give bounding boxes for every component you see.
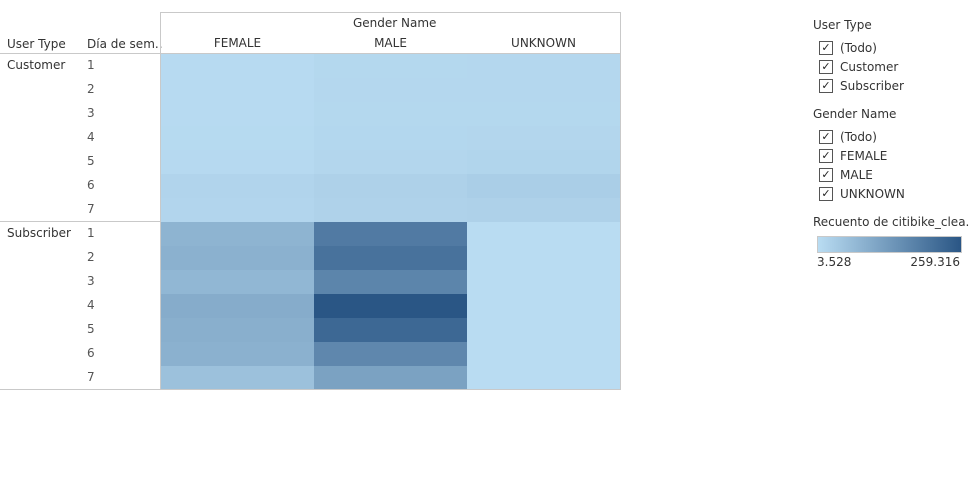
filter-title-gender-name: Gender Name — [813, 107, 897, 121]
checkbox-checked-icon[interactable]: ✓ — [819, 168, 833, 182]
checkbox-checked-icon[interactable]: ✓ — [819, 130, 833, 144]
row-label: 3 — [87, 274, 95, 288]
heatmap-cell[interactable] — [161, 126, 314, 150]
checkbox-checked-icon[interactable]: ✓ — [819, 79, 833, 93]
filter-item-label: Subscriber — [840, 79, 904, 93]
header-top-line — [161, 12, 621, 13]
heatmap-cell[interactable] — [314, 294, 467, 318]
heatmap — [161, 54, 620, 389]
filter-item-label: Customer — [840, 60, 899, 74]
table-right-line — [620, 12, 621, 390]
row-label: 4 — [87, 130, 95, 144]
row-label: 7 — [87, 370, 95, 384]
heatmap-cell[interactable] — [467, 150, 620, 174]
heatmap-cell[interactable] — [161, 222, 314, 246]
filter-item-label: (Todo) — [840, 41, 877, 55]
heatmap-cell[interactable] — [467, 318, 620, 342]
filter-item-label: MALE — [840, 168, 873, 182]
heatmap-cell[interactable] — [467, 198, 620, 222]
row-label: 6 — [87, 178, 95, 192]
heatmap-cell[interactable] — [467, 270, 620, 294]
filter-item-label: FEMALE — [840, 149, 888, 163]
column-header-male: MALE — [374, 36, 407, 50]
column-header-female: FEMALE — [213, 36, 262, 50]
heatmap-cell[interactable] — [161, 78, 314, 102]
heatmap-cell[interactable] — [161, 198, 314, 222]
checkbox-checked-icon[interactable]: ✓ — [819, 149, 833, 163]
heatmap-cell[interactable] — [314, 54, 467, 78]
checkbox-checked-icon[interactable]: ✓ — [819, 41, 833, 55]
heatmap-cell[interactable] — [161, 174, 314, 198]
row-header-day: Día de sem.. — [87, 37, 163, 51]
filter-title-user-type: User Type — [813, 18, 872, 32]
heatmap-cell[interactable] — [314, 366, 467, 389]
heatmap-cell[interactable] — [467, 78, 620, 102]
row-group-customer: Customer — [7, 58, 66, 72]
heatmap-cell[interactable] — [467, 174, 620, 198]
heatmap-cell[interactable] — [161, 294, 314, 318]
row-label: 5 — [87, 154, 95, 168]
heatmap-cell[interactable] — [467, 222, 620, 246]
row-label: 4 — [87, 298, 95, 312]
heatmap-cell[interactable] — [314, 222, 467, 246]
heatmap-cell[interactable] — [467, 366, 620, 389]
row-label: 3 — [87, 106, 95, 120]
header-bottom-line — [0, 53, 621, 54]
row-label: 2 — [87, 82, 95, 96]
heatmap-cell[interactable] — [467, 126, 620, 150]
heatmap-cell[interactable] — [314, 102, 467, 126]
legend-title: Recuento de citibike_clea.. — [813, 215, 969, 229]
row-label: 7 — [87, 202, 95, 216]
checkbox-checked-icon[interactable]: ✓ — [819, 187, 833, 201]
heatmap-cell[interactable] — [161, 102, 314, 126]
heatmap-cell[interactable] — [467, 342, 620, 366]
filter-item-label: (Todo) — [840, 130, 877, 144]
table-bottom-line — [0, 389, 621, 390]
color-legend-bar — [817, 236, 962, 253]
row-label: 1 — [87, 58, 95, 72]
heatmap-cell[interactable] — [161, 342, 314, 366]
heatmap-cell[interactable] — [314, 150, 467, 174]
row-label: 6 — [87, 346, 95, 360]
heatmap-cell[interactable] — [161, 270, 314, 294]
heatmap-cell[interactable] — [467, 294, 620, 318]
heatmap-cell[interactable] — [161, 366, 314, 389]
heatmap-cell[interactable] — [161, 150, 314, 174]
row-label: 5 — [87, 322, 95, 336]
filter-item-label: UNKNOWN — [840, 187, 905, 201]
heatmap-cell[interactable] — [314, 198, 467, 222]
heatmap-cell[interactable] — [161, 54, 314, 78]
column-group-title: Gender Name — [353, 16, 437, 30]
row-header-user-type: User Type — [7, 37, 66, 51]
column-header-unknown: UNKNOWN — [511, 36, 576, 50]
heatmap-cell[interactable] — [467, 246, 620, 270]
heatmap-cell[interactable] — [161, 246, 314, 270]
row-label: 2 — [87, 250, 95, 264]
heatmap-cell[interactable] — [467, 102, 620, 126]
table-left-line — [160, 12, 161, 390]
row-label: 1 — [87, 226, 95, 240]
row-group-subscriber: Subscriber — [7, 226, 71, 240]
heatmap-cell[interactable] — [314, 126, 467, 150]
heatmap-cell[interactable] — [467, 54, 620, 78]
heatmap-cell[interactable] — [314, 78, 467, 102]
heatmap-cell[interactable] — [314, 174, 467, 198]
checkbox-checked-icon[interactable]: ✓ — [819, 60, 833, 74]
legend-min-label: 3.528 — [817, 255, 852, 269]
heatmap-cell[interactable] — [161, 318, 314, 342]
legend-max-label: 259.316 — [910, 255, 960, 269]
heatmap-cell[interactable] — [314, 318, 467, 342]
heatmap-cell[interactable] — [314, 342, 467, 366]
heatmap-cell[interactable] — [314, 270, 467, 294]
heatmap-cell[interactable] — [314, 246, 467, 270]
